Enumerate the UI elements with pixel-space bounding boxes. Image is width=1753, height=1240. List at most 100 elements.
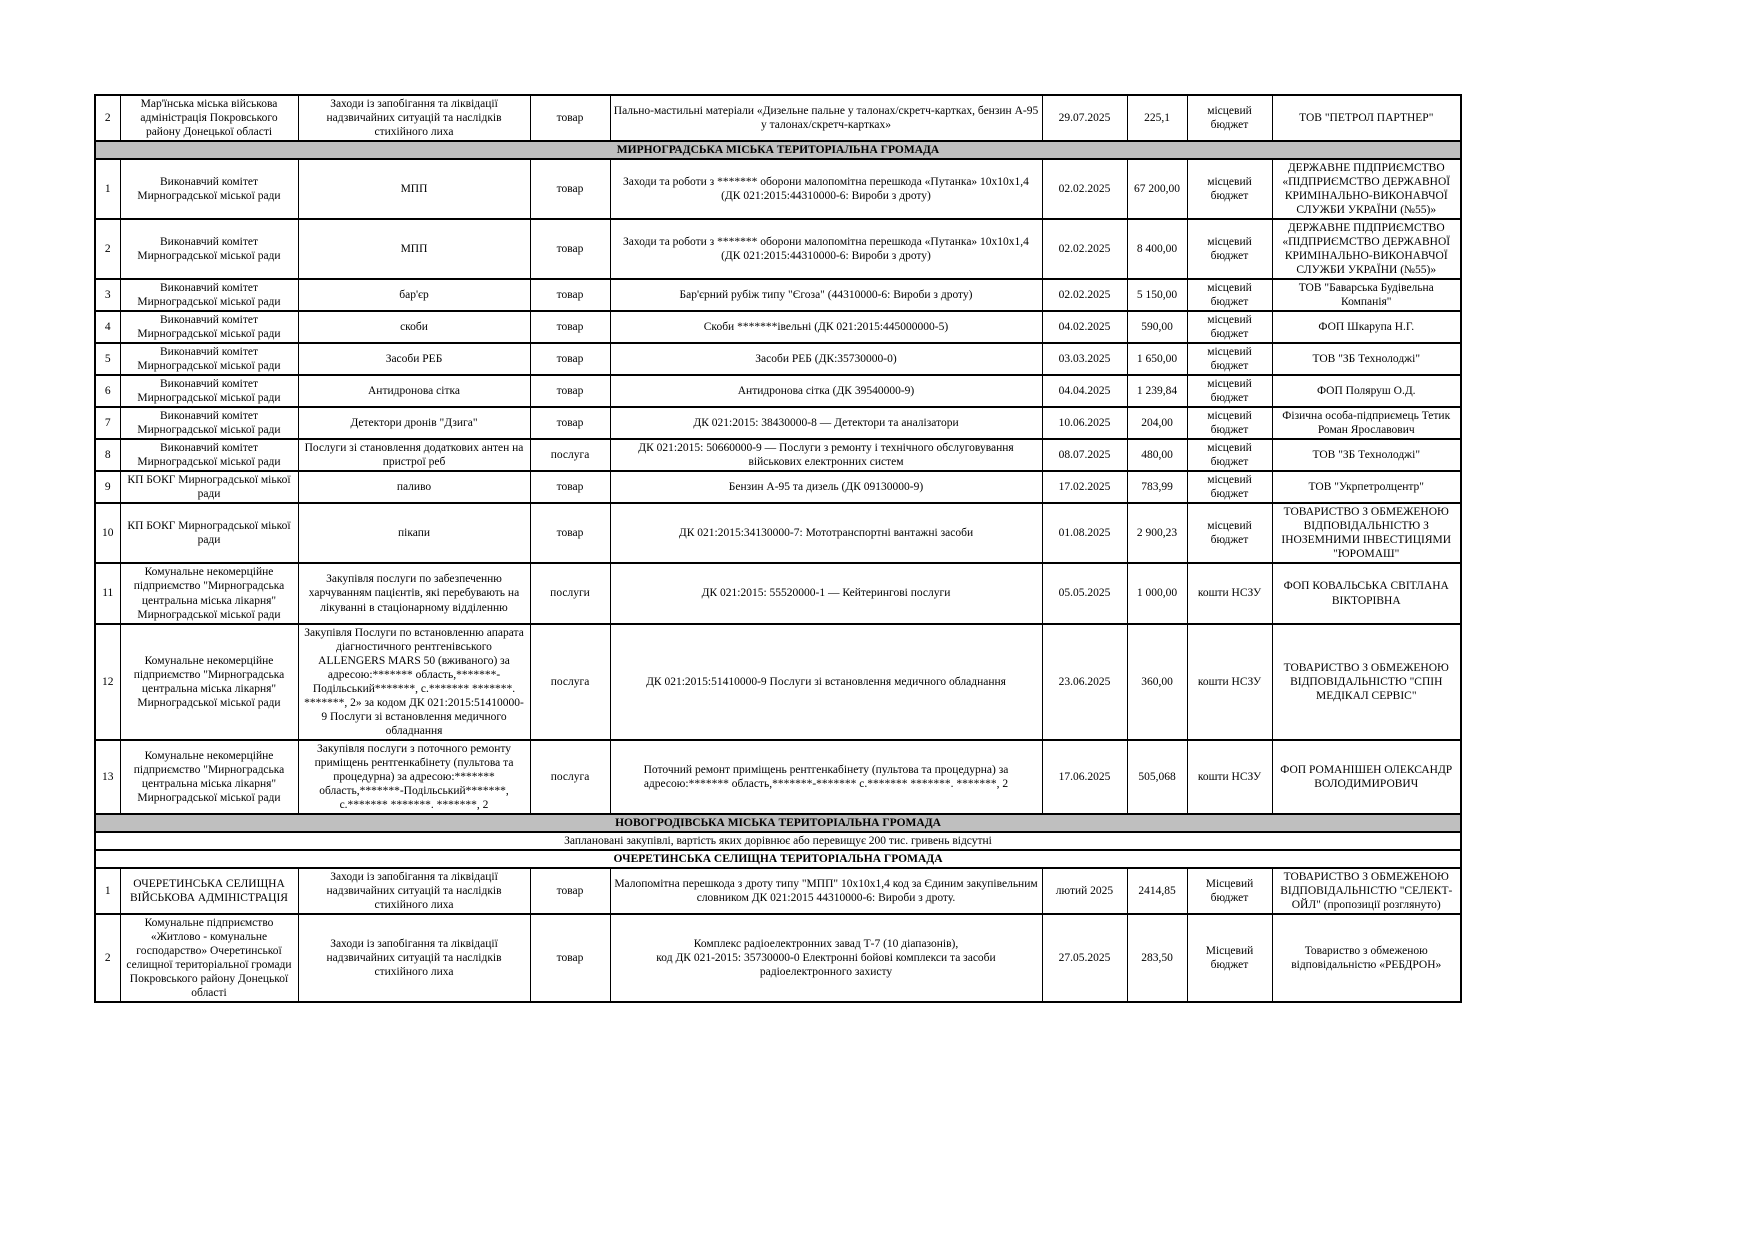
cell-budget-source: місцевий бюджет bbox=[1186, 470, 1273, 505]
cell-procurement-description: Поточний ремонт приміщень рентгенкабінет… bbox=[609, 738, 1043, 815]
cell-row-number: 1 bbox=[94, 866, 121, 915]
table-row: 1 ОЧЕРЕТИНСЬКА СЕЛИЩНА ВІЙСЬКОВА АДМІНІСТ… bbox=[94, 866, 1462, 915]
cell-procurement-type: товар bbox=[529, 93, 611, 143]
cell-amount: 8 400,00 bbox=[1126, 218, 1188, 281]
table-row: 3 Виконавчий комітет Мирноградської міськ… bbox=[94, 278, 1462, 313]
cell-procurement-type: товар bbox=[529, 502, 611, 565]
table-row: 12 Комунальне некомерційне підприємство "… bbox=[94, 622, 1462, 741]
table-row: 2 Мар'їнська міська військова адміністрац… bbox=[94, 93, 1462, 143]
cell-supplier: ФОП Шкарупа Н.Г. bbox=[1271, 310, 1462, 345]
cell-row-number: 8 bbox=[94, 438, 121, 473]
cell-procurement-subject: Антидронова сітка bbox=[297, 374, 531, 409]
cell-procurement-description: ДК 021:2015:51410000-9 Послуги зі встано… bbox=[609, 622, 1043, 741]
section-header: МИРНОГРАДСЬКА МІСЬКА ТЕРИТОРІАЛЬНА ГРОМА… bbox=[94, 140, 1462, 161]
cell-budget-source: місцевий бюджет bbox=[1186, 406, 1273, 441]
cell-row-number: 10 bbox=[94, 502, 121, 565]
no-procurements-note: Заплановані закупівлі, вартість яких дор… bbox=[94, 830, 1462, 851]
cell-procurement-type: послуга bbox=[529, 738, 611, 815]
cell-budget-source: місцевий бюджет bbox=[1186, 438, 1273, 473]
cell-organization: Комунальне некомерційне підприємство "Ми… bbox=[119, 622, 299, 741]
cell-budget-source: місцевий бюджет bbox=[1186, 310, 1273, 345]
cell-procurement-subject: Закупівля послуги по забезпеченню харчув… bbox=[297, 562, 531, 625]
cell-procurement-description: ДК 021:2015: 50660000-9 — Послуги з ремо… bbox=[609, 438, 1043, 473]
cell-date: 08.07.2025 bbox=[1041, 438, 1128, 473]
cell-supplier: ФОП КОВАЛЬСЬКА СВІТЛАНА ВІКТОРІВНА bbox=[1271, 562, 1462, 625]
procurement-table: 2 Мар'їнська міська військова адміністрац… bbox=[94, 93, 1462, 1003]
cell-procurement-description: Скоби *******івельні (ДК 021:2015:445000… bbox=[609, 310, 1043, 345]
cell-budget-source: місцевий бюджет bbox=[1186, 218, 1273, 281]
cell-procurement-type: товар bbox=[529, 342, 611, 377]
cell-date: 17.06.2025 bbox=[1041, 738, 1128, 815]
cell-procurement-description: Комплекс радіоелектронних завад Т-7 (10 … bbox=[609, 912, 1043, 1003]
cell-procurement-type: товар bbox=[529, 374, 611, 409]
cell-row-number: 11 bbox=[94, 562, 121, 625]
table-row: 2 Виконавчий комітет Мирноградської міськ… bbox=[94, 218, 1462, 281]
cell-row-number: 7 bbox=[94, 406, 121, 441]
cell-supplier: ДЕРЖАВНЕ ПІДПРИЄМСТВО «ПІДПРИЄМСТВО ДЕРЖ… bbox=[1271, 218, 1462, 281]
cell-organization: Виконавчий комітет Мирноградської місько… bbox=[119, 374, 299, 409]
cell-row-number: 2 bbox=[94, 93, 121, 143]
cell-budget-source: місцевий бюджет bbox=[1186, 278, 1273, 313]
cell-procurement-description: Заходи та роботи з ******* оборони малоп… bbox=[609, 158, 1043, 221]
cell-supplier: ФОП РОМАНІШЕН ОЛЕКСАНДР ВОЛОДИМИРОВИЧ bbox=[1271, 738, 1462, 815]
cell-procurement-type: товар bbox=[529, 866, 611, 915]
table-row: 13 Комунальне некомерційне підприємство "… bbox=[94, 738, 1462, 815]
cell-amount: 360,00 bbox=[1126, 622, 1188, 741]
cell-procurement-subject: Послуги зі становлення додаткових антен … bbox=[297, 438, 531, 473]
cell-procurement-subject: МПП bbox=[297, 158, 531, 221]
cell-budget-source: місцевий бюджет bbox=[1186, 158, 1273, 221]
cell-procurement-description: Пально-мастильні матеріали «Дизельне пал… bbox=[609, 93, 1043, 143]
cell-date: 03.03.2025 bbox=[1041, 342, 1128, 377]
table-row: 2 Комунальне підприємство «Житлово - кому… bbox=[94, 912, 1462, 1003]
cell-budget-source: місцевий бюджет bbox=[1186, 93, 1273, 143]
cell-procurement-type: послуги bbox=[529, 562, 611, 625]
cell-amount: 204,00 bbox=[1126, 406, 1188, 441]
cell-supplier: ФОП Поляруш О.Д. bbox=[1271, 374, 1462, 409]
cell-procurement-type: товар bbox=[529, 912, 611, 1003]
cell-organization: Виконавчий комітет Мирноградської місько… bbox=[119, 278, 299, 313]
cell-supplier: ТОВ "Укрпетролцентр" bbox=[1271, 470, 1462, 505]
cell-amount: 590,00 bbox=[1126, 310, 1188, 345]
section-header-plain: ОЧЕРЕТИНСЬКА СЕЛИЩНА ТЕРИТОРІАЛЬНА ГРОМА… bbox=[94, 848, 1462, 869]
cell-amount: 783,99 bbox=[1126, 470, 1188, 505]
table-body: 2 Мар'їнська міська військова адміністрац… bbox=[94, 93, 1462, 1003]
cell-amount: 5 150,00 bbox=[1126, 278, 1188, 313]
cell-date: 23.06.2025 bbox=[1041, 622, 1128, 741]
section-header-label: НОВОГРОДІВСЬКА МІСЬКА ТЕРИТОРІАЛЬНА ГРОМ… bbox=[94, 812, 1462, 833]
cell-budget-source: кошти НСЗУ bbox=[1186, 622, 1273, 741]
cell-procurement-subject: Детектори дронів "Дзига" bbox=[297, 406, 531, 441]
cell-row-number: 9 bbox=[94, 470, 121, 505]
cell-procurement-type: товар bbox=[529, 278, 611, 313]
cell-amount: 225,1 bbox=[1126, 93, 1188, 143]
cell-procurement-subject: Закупівля послуги з поточного ремонту пр… bbox=[297, 738, 531, 815]
cell-amount: 1 239,84 bbox=[1126, 374, 1188, 409]
cell-date: 01.08.2025 bbox=[1041, 502, 1128, 565]
cell-date: 04.04.2025 bbox=[1041, 374, 1128, 409]
cell-organization: Комунальне некомерційне підприємство "Ми… bbox=[119, 562, 299, 625]
table-row: 9 КП БОКГ Мирноградської міької ради палив… bbox=[94, 470, 1462, 505]
cell-amount: 1 000,00 bbox=[1126, 562, 1188, 625]
cell-date: 27.05.2025 bbox=[1041, 912, 1128, 1003]
cell-procurement-type: товар bbox=[529, 470, 611, 505]
cell-amount: 2 900,23 bbox=[1126, 502, 1188, 565]
section-header-label: МИРНОГРАДСЬКА МІСЬКА ТЕРИТОРІАЛЬНА ГРОМА… bbox=[94, 140, 1462, 161]
cell-budget-source: місцевий бюджет bbox=[1186, 502, 1273, 565]
cell-supplier: ТОВАРИСТВО З ОБМЕЖЕНОЮ ВІДПОВІДАЛЬНІСТЮ … bbox=[1271, 622, 1462, 741]
cell-procurement-description: ДК 021:2015: 38430000-8 — Детектори та а… bbox=[609, 406, 1043, 441]
cell-procurement-subject: бар'єр bbox=[297, 278, 531, 313]
cell-organization: Виконавчий комітет Мирноградської місько… bbox=[119, 342, 299, 377]
cell-supplier: ТОВ "ПЕТРОЛ ПАРТНЕР" bbox=[1271, 93, 1462, 143]
table-row: 5 Виконавчий комітет Мирноградської міськ… bbox=[94, 342, 1462, 377]
cell-budget-source: місцевий бюджет bbox=[1186, 342, 1273, 377]
cell-organization: Мар'їнська міська військова адміністраці… bbox=[119, 93, 299, 143]
cell-organization: Виконавчий комітет Мирноградської місько… bbox=[119, 218, 299, 281]
cell-procurement-description: Заходи та роботи з ******* оборони малоп… bbox=[609, 218, 1043, 281]
cell-procurement-type: товар bbox=[529, 310, 611, 345]
cell-organization: Виконавчий комітет Мирноградської місько… bbox=[119, 438, 299, 473]
cell-supplier: Фізична особа-підприємець Тетик Роман Яр… bbox=[1271, 406, 1462, 441]
table-row: 4 Виконавчий комітет Мирноградської міськ… bbox=[94, 310, 1462, 345]
cell-row-number: 5 bbox=[94, 342, 121, 377]
cell-date: 02.02.2025 bbox=[1041, 158, 1128, 221]
cell-date: 10.06.2025 bbox=[1041, 406, 1128, 441]
